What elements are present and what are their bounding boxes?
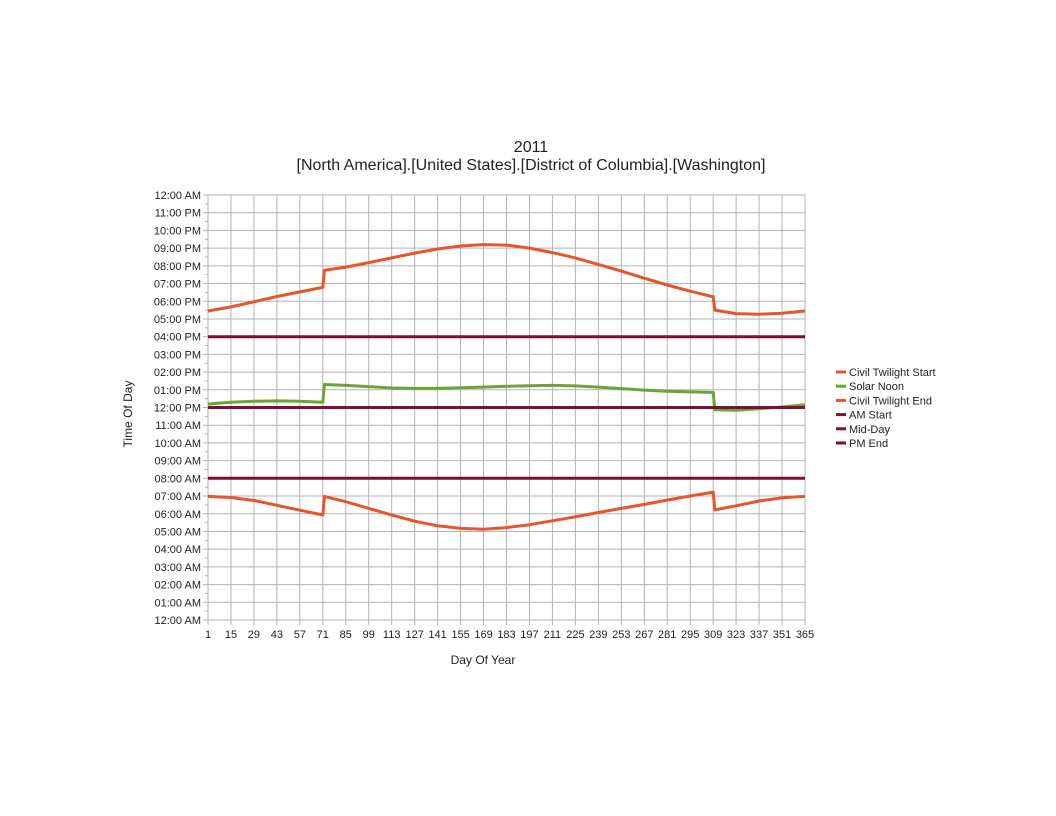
series-line-civil-twilight-start: [207, 490, 806, 531]
y-tick-label: 11:00 PM: [155, 208, 201, 220]
x-tick-label: 29: [248, 629, 260, 641]
x-tick-label: 15: [225, 629, 237, 641]
legend-label: Mid-Day: [849, 424, 890, 436]
y-tick-label: 03:00 AM: [155, 562, 201, 574]
x-tick-label: 211: [544, 629, 562, 641]
series-line-civil-twilight-end: [207, 243, 806, 316]
axes: 12:00 AM 01:00 AM 02:00 AM 03:00 AM 04:00 AM…: [154, 190, 814, 641]
x-tick-label: 85: [340, 629, 352, 641]
y-tick-label: 09:00 AM: [155, 456, 201, 468]
y-tick-label: 08:00 AM: [155, 473, 201, 485]
y-tick-label: 08:00 PM: [154, 261, 201, 273]
y-tick-label: 02:00 AM: [155, 580, 201, 592]
y-tick-label: 12:00 AM: [155, 190, 201, 202]
y-tick-label: 09:00 PM: [154, 243, 201, 255]
x-tick-label: 295: [681, 629, 699, 641]
x-tick-label: 127: [405, 629, 423, 641]
x-tick-label: 43: [271, 629, 283, 641]
x-tick-label: 365: [796, 629, 814, 641]
chart-subtitle: [North America].[United States].[Distric…: [296, 157, 766, 174]
x-tick-label: 141: [428, 629, 446, 641]
series-line-solar-noon: [207, 383, 806, 412]
x-tick-label: 253: [612, 629, 630, 641]
legend-label: PM End: [849, 438, 888, 450]
legend-label: AM Start: [849, 410, 892, 422]
legend-label: Civil Twilight End: [849, 395, 932, 407]
x-tick-label: 155: [451, 629, 469, 641]
y-tick-label: 05:00 AM: [155, 526, 201, 538]
x-tick-label: 183: [497, 629, 515, 641]
x-tick-label: 1: [205, 629, 211, 641]
y-tick-label: 06:00 AM: [155, 509, 201, 521]
legend-label: Solar Noon: [849, 381, 904, 393]
y-tick-label: 06:00 PM: [154, 296, 201, 308]
x-tick-label: 337: [750, 629, 768, 641]
y-tick-label: 11:00 AM: [155, 420, 201, 432]
y-tick-label: 02:00 PM: [154, 367, 201, 379]
x-tick-label: 239: [589, 629, 607, 641]
x-tick-label: 197: [520, 629, 538, 641]
y-tick-label: 03:00 PM: [154, 349, 201, 361]
x-axis-title: Day Of Year: [451, 653, 516, 667]
series-group: [207, 243, 806, 531]
x-tick-label: 113: [383, 629, 401, 641]
y-tick-label: 07:00 PM: [154, 279, 201, 291]
y-tick-label: 01:00 PM: [154, 385, 201, 397]
y-tick-label: 04:00 AM: [155, 544, 201, 556]
chart-title: 2011: [513, 139, 549, 156]
y-tick-label: 04:00 PM: [154, 332, 201, 344]
x-tick-label: 169: [474, 629, 492, 641]
y-tick-label: 10:00 AM: [155, 438, 201, 450]
legend-label: Civil Twilight Start: [849, 367, 936, 379]
x-tick-label: 309: [704, 629, 722, 641]
y-tick-label: 12:00 AM: [155, 615, 201, 627]
y-tick-label: 12:00 PM: [154, 403, 201, 415]
x-tick-label: 323: [727, 629, 745, 641]
x-tick-label: 57: [294, 629, 306, 641]
y-tick-label: 01:00 AM: [155, 597, 201, 609]
y-tick-label: 10:00 PM: [154, 225, 201, 237]
y-tick-label: 05:00 PM: [154, 314, 201, 326]
x-tick-label: 225: [566, 629, 584, 641]
x-tick-label: 99: [363, 629, 375, 641]
y-axis-title: Time Of Day: [121, 381, 135, 448]
x-tick-label: 267: [635, 629, 653, 641]
y-tick-label: 07:00 AM: [155, 491, 201, 503]
legend: Civil Twilight Start Solar Noon Civil Twil…: [836, 367, 936, 450]
x-tick-label: 281: [658, 629, 676, 641]
x-tick-label: 351: [773, 629, 791, 641]
x-tick-label: 71: [317, 629, 329, 641]
